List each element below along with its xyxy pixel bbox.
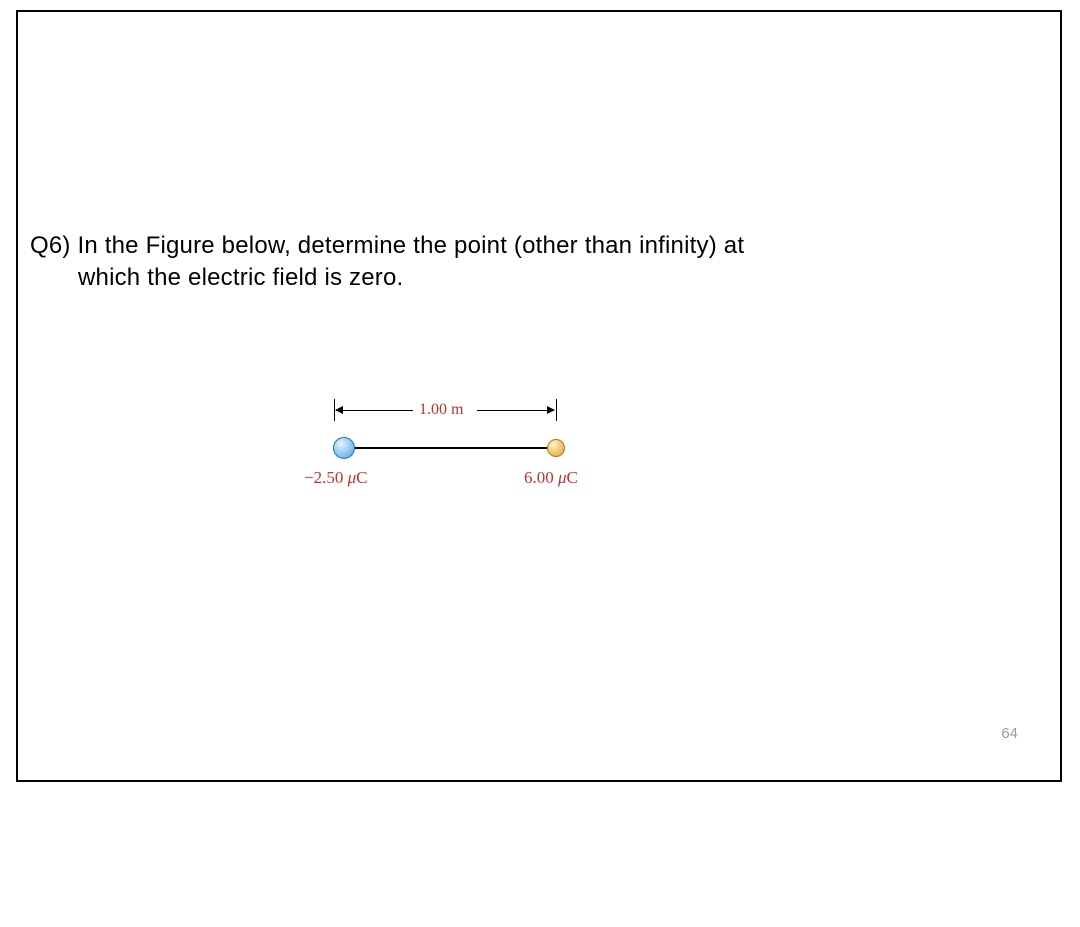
question-text: Q6) In the Figure below, determine the p…	[30, 230, 790, 295]
problem-frame: Q6) In the Figure below, determine the p…	[16, 10, 1062, 782]
dim-line-left	[336, 410, 413, 411]
dim-line-right	[477, 410, 554, 411]
question-line-2: which the electric field is zero.	[78, 262, 790, 294]
neg-charge-value: −2.50	[304, 468, 348, 487]
c-symbol: C	[356, 468, 367, 487]
positive-charge	[547, 439, 565, 457]
dim-arrow-left	[335, 406, 343, 414]
dim-tick-right	[556, 399, 557, 421]
page-number: 64	[1001, 725, 1018, 742]
question-line-1: Q6) In the Figure below, determine the p…	[30, 230, 790, 262]
charge-axis-line	[353, 447, 549, 449]
charge-figure: 1.00 m −2.50 μC 6.00 μC	[314, 392, 614, 522]
dim-arrow-right	[547, 406, 555, 414]
c-symbol: C	[567, 468, 578, 487]
positive-charge-label: 6.00 μC	[524, 468, 578, 488]
mu-symbol: μ	[558, 468, 567, 487]
mu-symbol: μ	[348, 468, 357, 487]
pos-charge-value: 6.00	[524, 468, 558, 487]
negative-charge	[333, 437, 355, 459]
negative-charge-label: −2.50 μC	[304, 468, 367, 488]
distance-label: 1.00 m	[419, 401, 463, 419]
